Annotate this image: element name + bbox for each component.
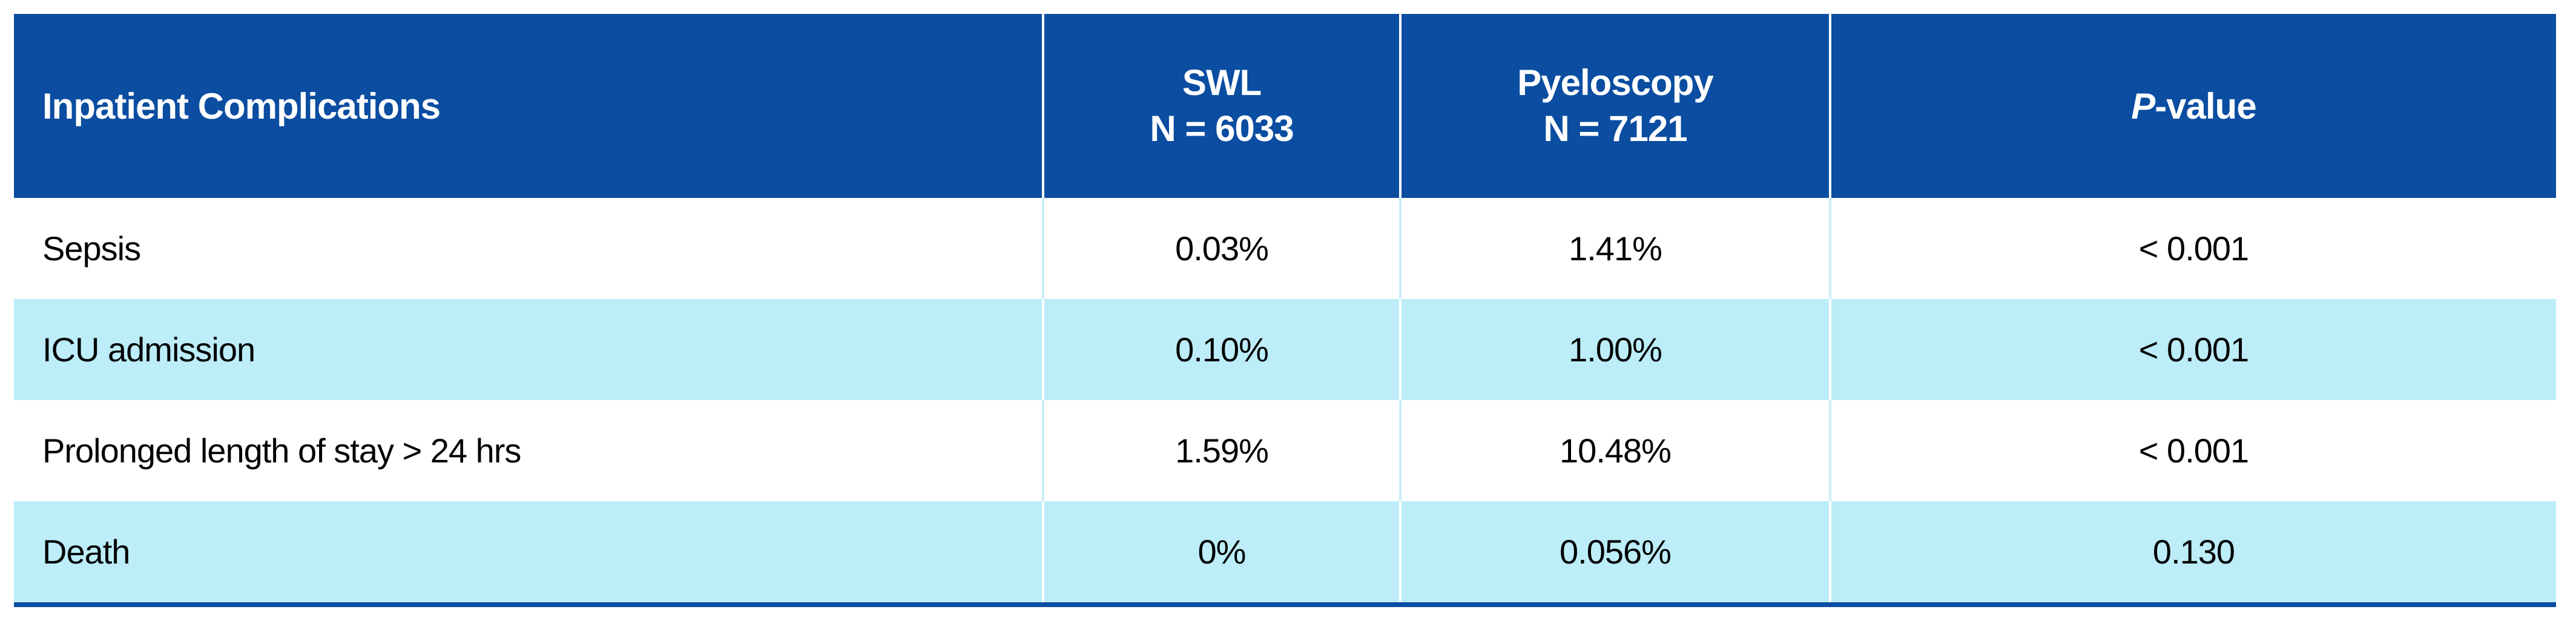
header-cell-pyeloscopy: Pyeloscopy N = 7121: [1399, 14, 1829, 198]
swl-value: 0%: [1042, 501, 1399, 602]
pyeloscopy-value: 10.48%: [1399, 400, 1829, 501]
header-swl-line1: SWL: [1182, 62, 1262, 103]
swl-value: 0.03%: [1042, 198, 1399, 299]
header-swl-line2: N = 6033: [1150, 108, 1294, 149]
p-value: 0.130: [1829, 501, 2556, 602]
pyeloscopy-value: 1.00%: [1399, 299, 1829, 400]
table-row-prolonged-stay: Prolonged length of stay > 24 hrs 1.59% …: [14, 400, 2556, 501]
pvalue-rest: -value: [2155, 85, 2256, 126]
table-row-icu-admission: ICU admission 0.10% 1.00% < 0.001: [14, 299, 2556, 400]
header-pyeloscopy-line1: Pyeloscopy: [1517, 62, 1713, 103]
header-pyeloscopy-line2: N = 7121: [1543, 108, 1687, 149]
header-cell-pvalue: P-value: [1829, 14, 2556, 198]
table-bottom-rule: [14, 602, 2556, 607]
row-label: ICU admission: [42, 330, 255, 369]
header-label-pyeloscopy: Pyeloscopy N = 7121: [1517, 60, 1713, 152]
header-label-complications: Inpatient Complications: [42, 85, 441, 126]
p-value: < 0.001: [1829, 198, 2556, 299]
pvalue-italic-p: P: [2131, 85, 2155, 126]
row-label: Sepsis: [42, 229, 141, 268]
swl-value: 1.59%: [1042, 400, 1399, 501]
p-value: < 0.001: [1829, 400, 2556, 501]
pyeloscopy-value: 0.056%: [1399, 501, 1829, 602]
swl-value: 0.10%: [1042, 299, 1399, 400]
row-label: Prolonged length of stay > 24 hrs: [42, 432, 521, 470]
table-row-death: Death 0% 0.056% 0.130: [14, 501, 2556, 602]
row-label: Death: [42, 533, 130, 571]
complications-table: Inpatient Complications SWL N = 6033 Pye…: [14, 14, 2556, 607]
header-cell-complications: Inpatient Complications: [14, 14, 1042, 198]
header-label-pvalue: P-value: [2131, 85, 2256, 127]
header-cell-swl: SWL N = 6033: [1042, 14, 1399, 198]
pyeloscopy-value: 1.41%: [1399, 198, 1829, 299]
header-label-swl: SWL N = 6033: [1150, 60, 1294, 152]
table-header-row: Inpatient Complications SWL N = 6033 Pye…: [14, 14, 2556, 198]
p-value: < 0.001: [1829, 299, 2556, 400]
table-row-sepsis: Sepsis 0.03% 1.41% < 0.001: [14, 198, 2556, 299]
